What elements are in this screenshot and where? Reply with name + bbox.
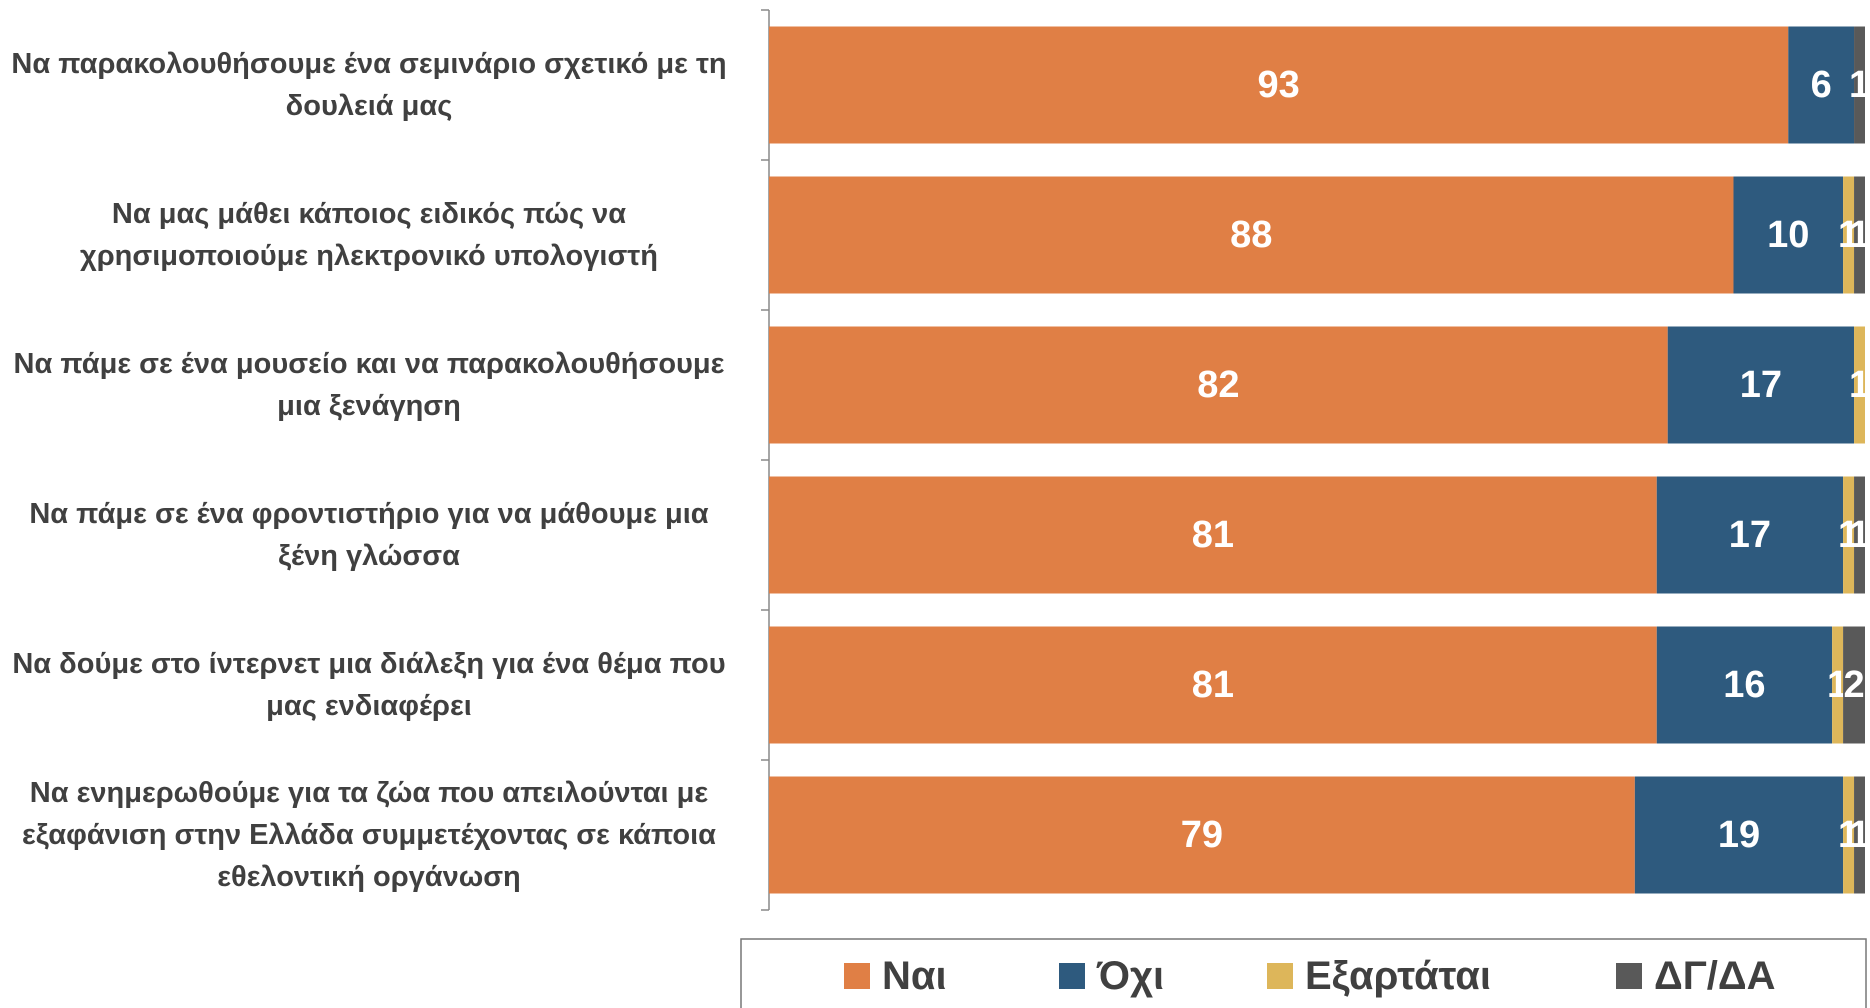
bar-segment bbox=[1843, 626, 1865, 744]
data-label: 1 bbox=[1838, 214, 1859, 256]
bar-segment bbox=[1843, 176, 1855, 294]
data-label: 1 bbox=[1849, 514, 1870, 556]
category-label: Να πάμε σε ένα μουσείο και να παρακολουθ… bbox=[13, 348, 725, 422]
data-label: 1 bbox=[1827, 664, 1848, 706]
bar-segment bbox=[1832, 626, 1844, 744]
bar-segment bbox=[1854, 176, 1865, 294]
legend-label: Όχι bbox=[1096, 954, 1164, 998]
data-label: 88 bbox=[1230, 214, 1272, 256]
data-label: 1 bbox=[1849, 64, 1870, 106]
data-label: 2 bbox=[1843, 664, 1864, 706]
data-label: 82 bbox=[1197, 364, 1239, 406]
data-label: 10 bbox=[1767, 214, 1809, 256]
bar-segment bbox=[1788, 26, 1855, 144]
data-label: 81 bbox=[1192, 664, 1234, 706]
bar-segment bbox=[769, 776, 1635, 894]
data-label: 1 bbox=[1849, 214, 1870, 256]
bar-segment bbox=[1843, 476, 1855, 594]
bar-segment bbox=[769, 326, 1668, 444]
bar-segment bbox=[1656, 626, 1833, 744]
bar-segment bbox=[1854, 476, 1865, 594]
bar-segment bbox=[1634, 776, 1844, 894]
legend-swatch bbox=[1059, 963, 1085, 989]
data-label: 79 bbox=[1181, 814, 1223, 856]
category-label: Να ενημερωθούμε για τα ζώα που απειλούντ… bbox=[21, 777, 717, 893]
category-label: Να πάμε σε ένα φροντιστήριο για να μάθου… bbox=[29, 498, 709, 572]
bar-segment bbox=[1733, 176, 1844, 294]
data-label: 1 bbox=[1849, 364, 1870, 406]
bar-segment bbox=[769, 26, 1789, 144]
category-label: Να μας μάθει κάποιος ειδικός πώς να χρησ… bbox=[80, 198, 658, 272]
bar-segment bbox=[769, 176, 1734, 294]
data-label: 19 bbox=[1718, 814, 1760, 856]
legend-label: Εξαρτάται bbox=[1305, 954, 1491, 998]
legend-swatch bbox=[844, 963, 870, 989]
bar-segment bbox=[1854, 326, 1865, 444]
data-label: 16 bbox=[1723, 664, 1765, 706]
data-label: 1 bbox=[1849, 814, 1870, 856]
bar-segment bbox=[769, 476, 1657, 594]
bar-segment bbox=[1843, 776, 1855, 894]
data-label: 6 bbox=[1811, 64, 1832, 106]
legend-label: ΔΓ/ΔΑ bbox=[1654, 954, 1776, 998]
legend-label: Ναι bbox=[882, 954, 947, 998]
category-label: Να παρακολουθήσουμε ένα σεμινάριο σχετικ… bbox=[11, 48, 727, 122]
data-label: 1 bbox=[1838, 514, 1859, 556]
category-label: Να δούμε στο ίντερνετ μια διάλεξη για έν… bbox=[12, 648, 726, 722]
data-label: 81 bbox=[1192, 514, 1234, 556]
legend-swatch bbox=[1267, 963, 1293, 989]
bar-segment bbox=[1854, 26, 1865, 144]
bar-segment bbox=[1656, 476, 1844, 594]
bar-segment bbox=[1667, 326, 1855, 444]
data-label: 17 bbox=[1740, 364, 1782, 406]
legend-swatch bbox=[1616, 963, 1642, 989]
bar-segment bbox=[769, 626, 1657, 744]
legend-box bbox=[740, 938, 1867, 1008]
data-label: 17 bbox=[1729, 514, 1771, 556]
bar-segment bbox=[1854, 776, 1865, 894]
data-label: 1 bbox=[1838, 814, 1859, 856]
data-label: 93 bbox=[1257, 64, 1299, 106]
